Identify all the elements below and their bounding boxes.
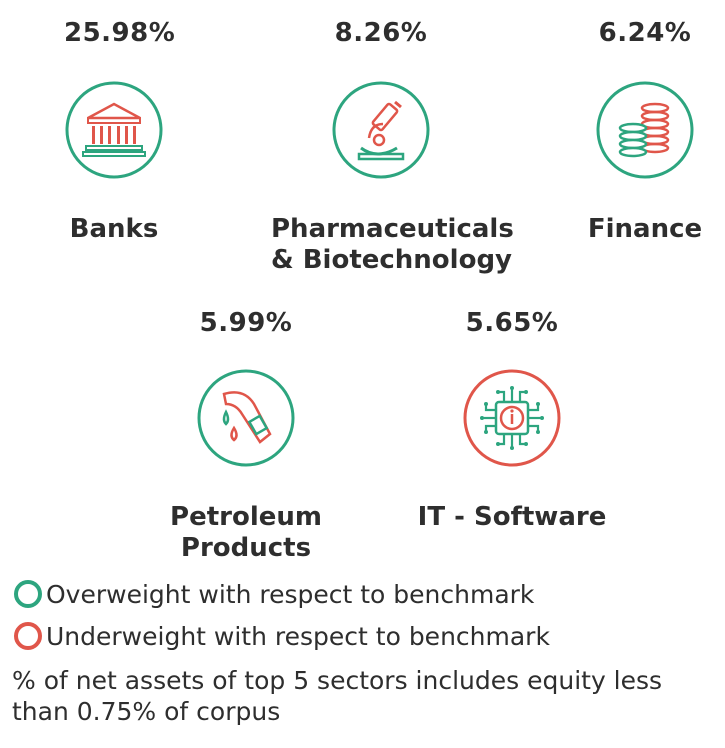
coins-icon [595,80,695,180]
sector-name: Petroleum Products [170,502,322,563]
sector-percentage: 6.24% [598,18,692,48]
legend-label: Overweight with respect to benchmark [46,580,535,609]
microscope-icon [331,80,431,180]
footnote: % of net assets of top 5 sectors include… [12,666,663,726]
legend-label: Underweight with respect to benchmark [46,622,550,651]
sector-name: Pharmaceuticals & Biotechnology [271,214,514,275]
sector-percentage: 5.65% [465,308,559,338]
sector-name: Banks [69,214,159,244]
green-ring-icon [14,580,42,608]
sector-it-software: 5.65% IT - Software [418,308,607,538]
sector-banks: 25.98% Banks [64,18,176,248]
fuel-nozzle-icon [196,368,296,468]
legend-overweight: Overweight with respect to benchmark [14,580,534,610]
sector-finance: 6.24% Finance [588,18,702,248]
sector-percentage: 25.98% [64,18,176,48]
sector-name: IT - Software [417,502,607,532]
sector-petroleum-products: 5.99% Petroleum Products [170,308,322,568]
chip-icon [462,368,562,468]
sector-percentage: 8.26% [334,18,428,48]
sector-percentage: 5.99% [199,308,293,338]
sector-pharmaceuticals: 8.26% Pharmaceuticals & Biotechnology [271,18,514,278]
bank-icon [64,80,164,180]
legend-underweight: Underweight with respect to benchmark [14,622,550,652]
red-ring-icon [14,622,42,650]
sector-name: Finance [587,214,703,244]
